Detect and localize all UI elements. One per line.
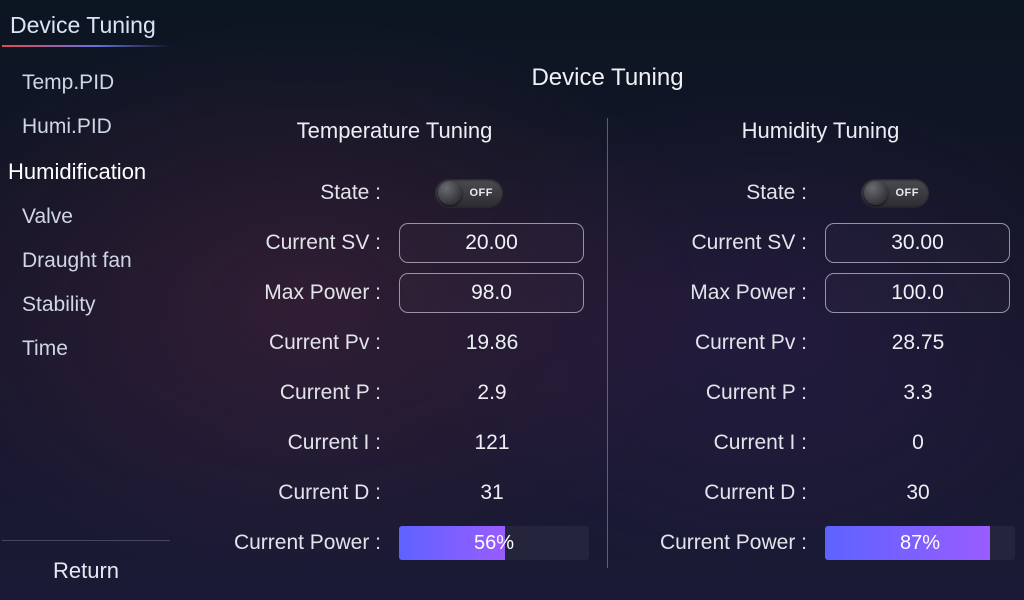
label-current-sv: Current SV : — [626, 231, 821, 255]
temp-pv-row: Current Pv : 19.86 — [200, 318, 589, 368]
humi-max-power-input[interactable]: 100.0 — [825, 273, 1010, 313]
sidebar: Device Tuning Temp.PID Humi.PID Humidifi… — [0, 0, 172, 600]
humi-power-bar: 87% — [825, 526, 1015, 560]
temp-current-pv: 19.86 — [395, 331, 589, 355]
humi-power-text: 87% — [825, 526, 1015, 560]
humi-current-p: 3.3 — [821, 381, 1015, 405]
return-button[interactable]: Return — [2, 540, 170, 600]
label-state: State : — [626, 181, 821, 205]
panel-temperature: Temperature Tuning State : OFF Current S… — [182, 118, 607, 568]
panel-humidity: Humidity Tuning State : OFF Current SV :… — [607, 118, 1024, 568]
sidebar-item-humi-pid[interactable]: Humi.PID — [0, 105, 172, 149]
humi-d-row: Current D : 30 — [626, 468, 1015, 518]
label-current-i: Current I : — [200, 431, 395, 455]
temp-max-power-input[interactable]: 98.0 — [399, 273, 584, 313]
humi-current-sv-input[interactable]: 30.00 — [825, 223, 1010, 263]
temperature-panel-title: Temperature Tuning — [200, 118, 589, 144]
temp-power-text: 56% — [399, 526, 589, 560]
temp-current-p: 2.9 — [395, 381, 589, 405]
humi-state-toggle[interactable]: OFF — [861, 179, 929, 207]
toggle-knob — [864, 181, 888, 205]
humi-pv-row: Current Pv : 28.75 — [626, 318, 1015, 368]
toggle-text: OFF — [470, 179, 494, 207]
temp-maxpower-row: Max Power : 98.0 — [200, 268, 589, 318]
sidebar-item-stability[interactable]: Stability — [0, 283, 172, 327]
sidebar-items: Temp.PID Humi.PID Humidification Valve D… — [0, 47, 172, 371]
humi-current-d: 30 — [821, 481, 1015, 505]
page-title: Device Tuning — [182, 0, 1024, 92]
label-current-p: Current P : — [626, 381, 821, 405]
label-state: State : — [200, 181, 395, 205]
temp-power-bar: 56% — [399, 526, 589, 560]
humi-current-pv: 28.75 — [821, 331, 1015, 355]
label-current-pv: Current Pv : — [626, 331, 821, 355]
temp-i-row: Current I : 121 — [200, 418, 589, 468]
humi-maxpower-row: Max Power : 100.0 — [626, 268, 1015, 318]
humi-power-row: Current Power : 87% — [626, 518, 1015, 568]
label-max-power: Max Power : — [626, 281, 821, 305]
panels: Temperature Tuning State : OFF Current S… — [182, 118, 1024, 568]
temp-state-toggle[interactable]: OFF — [435, 179, 503, 207]
toggle-knob — [438, 181, 462, 205]
label-current-pv: Current Pv : — [200, 331, 395, 355]
label-current-i: Current I : — [626, 431, 821, 455]
toggle-text: OFF — [896, 179, 920, 207]
temp-d-row: Current D : 31 — [200, 468, 589, 518]
label-current-d: Current D : — [200, 481, 395, 505]
main: Device Tuning Temperature Tuning State :… — [172, 0, 1024, 600]
sidebar-item-temp-pid[interactable]: Temp.PID — [0, 61, 172, 105]
temp-current-sv-input[interactable]: 20.00 — [399, 223, 584, 263]
spacer — [0, 371, 172, 540]
label-current-sv: Current SV : — [200, 231, 395, 255]
sidebar-item-humidification[interactable]: Humidification — [0, 149, 172, 195]
humi-i-row: Current I : 0 — [626, 418, 1015, 468]
temp-current-d: 31 — [395, 481, 589, 505]
label-current-power: Current Power : — [626, 531, 821, 555]
temp-power-row: Current Power : 56% — [200, 518, 589, 568]
label-current-d: Current D : — [626, 481, 821, 505]
sidebar-item-draught-fan[interactable]: Draught fan — [0, 239, 172, 283]
temp-current-i: 121 — [395, 431, 589, 455]
sidebar-item-time[interactable]: Time — [0, 327, 172, 371]
temp-sv-row: Current SV : 20.00 — [200, 218, 589, 268]
temp-state-row: State : OFF — [200, 168, 589, 218]
humi-current-i: 0 — [821, 431, 1015, 455]
label-current-p: Current P : — [200, 381, 395, 405]
humidity-panel-title: Humidity Tuning — [626, 118, 1015, 144]
label-max-power: Max Power : — [200, 281, 395, 305]
humi-state-row: State : OFF — [626, 168, 1015, 218]
humi-sv-row: Current SV : 30.00 — [626, 218, 1015, 268]
sidebar-item-valve[interactable]: Valve — [0, 195, 172, 239]
humi-p-row: Current P : 3.3 — [626, 368, 1015, 418]
temp-p-row: Current P : 2.9 — [200, 368, 589, 418]
sidebar-title: Device Tuning — [0, 4, 172, 45]
label-current-power: Current Power : — [200, 531, 395, 555]
